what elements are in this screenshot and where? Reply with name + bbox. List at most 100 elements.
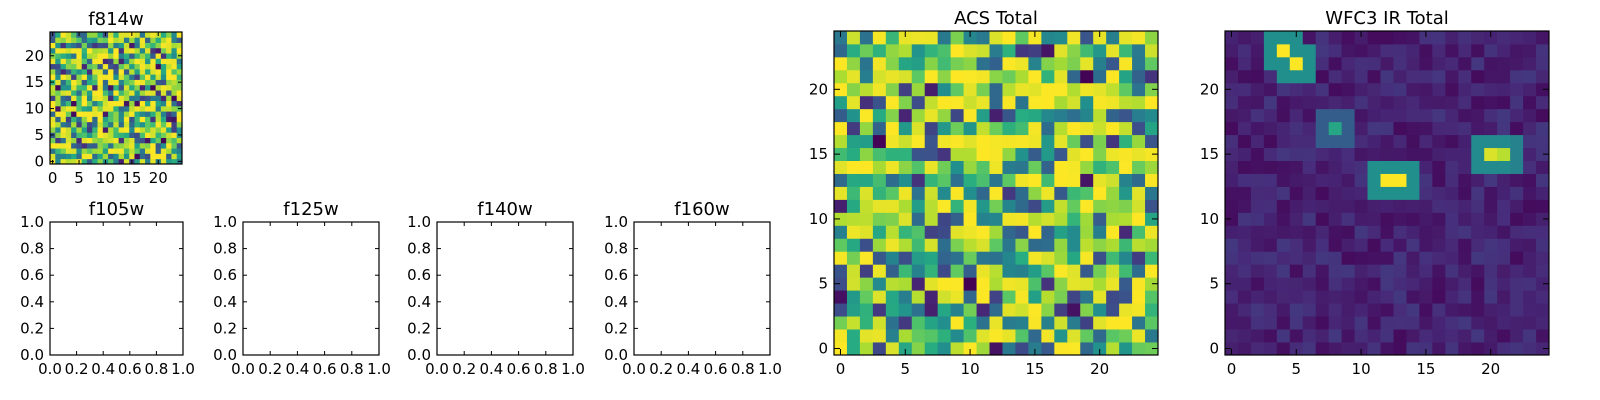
heatmap-cell	[166, 158, 172, 165]
heatmap-cell	[989, 147, 1003, 161]
heatmap-cell	[1225, 316, 1239, 330]
heatmap-cell	[1225, 95, 1239, 110]
heatmap-cell	[1015, 251, 1029, 265]
heatmap-cell	[834, 342, 848, 356]
heatmap-cell	[1432, 108, 1446, 123]
heatmap-cell	[92, 84, 98, 91]
heatmap-cell	[92, 137, 98, 144]
heatmap-cell	[1263, 342, 1278, 356]
heatmap-cell	[155, 121, 162, 128]
y-tick-label: 0.4	[407, 293, 431, 311]
heatmap-cell	[60, 74, 67, 80]
heatmap-cell	[1354, 290, 1368, 304]
heatmap-cell	[139, 127, 146, 133]
heatmap-cell	[1002, 147, 1016, 161]
heatmap-cell	[55, 37, 61, 43]
heatmap-cell	[171, 121, 178, 128]
heatmap-cell	[60, 116, 67, 123]
heatmap-cell	[1015, 186, 1029, 200]
heatmap-cell	[55, 153, 61, 160]
heatmap-cell	[1393, 290, 1407, 304]
heatmap-cell	[1028, 108, 1042, 123]
x-tick-label: 0.2	[452, 360, 476, 378]
heatmap-cell	[1093, 95, 1107, 110]
heatmap-cell	[155, 132, 162, 138]
heatmap-cell	[1393, 147, 1407, 161]
heatmap-cell	[1354, 69, 1368, 84]
heatmap-cell	[1328, 173, 1343, 187]
heatmap-cell	[97, 47, 104, 54]
heatmap-cell	[1067, 238, 1081, 252]
heatmap-cell	[1106, 264, 1120, 278]
heatmap-cell	[1263, 316, 1278, 330]
x-tick-label: 0	[836, 360, 846, 378]
heatmap-cell	[898, 108, 913, 123]
heatmap-cell	[1250, 134, 1265, 149]
heatmap-cell	[171, 84, 178, 91]
heatmap-cell	[1523, 43, 1537, 58]
heatmap-cell	[102, 53, 109, 59]
heatmap-cell	[1119, 277, 1133, 291]
heatmap-cell	[1002, 251, 1016, 265]
heatmap-cell	[1354, 303, 1368, 317]
heatmap-cell	[1315, 69, 1330, 84]
heatmap-cell	[102, 153, 109, 160]
heatmap-cell	[1354, 95, 1368, 110]
heatmap-cell	[872, 56, 887, 71]
heatmap-cell	[976, 69, 990, 84]
heatmap-cell	[1080, 199, 1094, 213]
heatmap-cell	[166, 47, 172, 54]
heatmap-cell	[1445, 56, 1459, 71]
x-tick-label: 10	[1352, 360, 1371, 378]
heatmap-cell	[911, 251, 926, 265]
x-tick-label: 5	[1292, 360, 1302, 378]
heatmap-cell	[171, 105, 178, 112]
heatmap-cell	[81, 84, 88, 91]
heatmap-cell	[97, 37, 104, 43]
heatmap-cell	[1458, 329, 1472, 343]
heatmap-cell	[989, 238, 1003, 252]
heatmap-cell	[1510, 316, 1524, 330]
heatmap-cell	[113, 37, 120, 43]
heatmap-cell	[1080, 225, 1094, 239]
heatmap-cell	[1328, 225, 1343, 239]
heatmap-cell	[1523, 186, 1537, 200]
heatmap-cell	[145, 79, 151, 86]
heatmap-cell	[166, 105, 172, 112]
heatmap-cell	[176, 32, 183, 38]
heatmap-cell	[911, 160, 926, 174]
y-tick-label: 10	[809, 210, 828, 228]
heatmap-cell	[1002, 69, 1016, 84]
heatmap-cell	[1028, 238, 1042, 252]
heatmap-cell	[963, 95, 977, 110]
heatmap-cell	[1276, 95, 1291, 110]
heatmap-cell	[1289, 160, 1304, 174]
heatmap-cell	[1041, 342, 1055, 356]
heatmap-cell	[71, 132, 77, 138]
heatmap-cell	[1132, 82, 1146, 97]
heatmap-cell	[1067, 31, 1081, 45]
heatmap-cell	[1445, 43, 1459, 58]
heatmap-cell	[898, 69, 913, 84]
heatmap-cell	[1523, 95, 1537, 110]
heatmap-cell	[123, 68, 130, 75]
heatmap-cell	[160, 137, 167, 144]
heatmap-cell	[1302, 329, 1317, 343]
heatmap-cell	[1497, 277, 1511, 291]
heatmap-cell	[1497, 69, 1511, 84]
heatmap-cell	[1054, 173, 1068, 187]
heatmap-cell	[65, 47, 72, 54]
heatmap-cell	[155, 95, 162, 102]
heatmap-cell	[92, 68, 98, 75]
heatmap-cell	[950, 264, 964, 278]
heatmap-cell	[65, 148, 72, 154]
heatmap-cell	[1250, 69, 1265, 84]
heatmap-cell	[108, 63, 114, 70]
heatmap-cell	[1367, 31, 1381, 45]
heatmap-cell	[160, 90, 167, 96]
heatmap-cell	[50, 137, 56, 144]
heatmap-cell	[1367, 316, 1381, 330]
heatmap-cell	[1432, 212, 1446, 226]
heatmap-cell	[1497, 56, 1511, 71]
heatmap-cell	[1145, 121, 1159, 136]
